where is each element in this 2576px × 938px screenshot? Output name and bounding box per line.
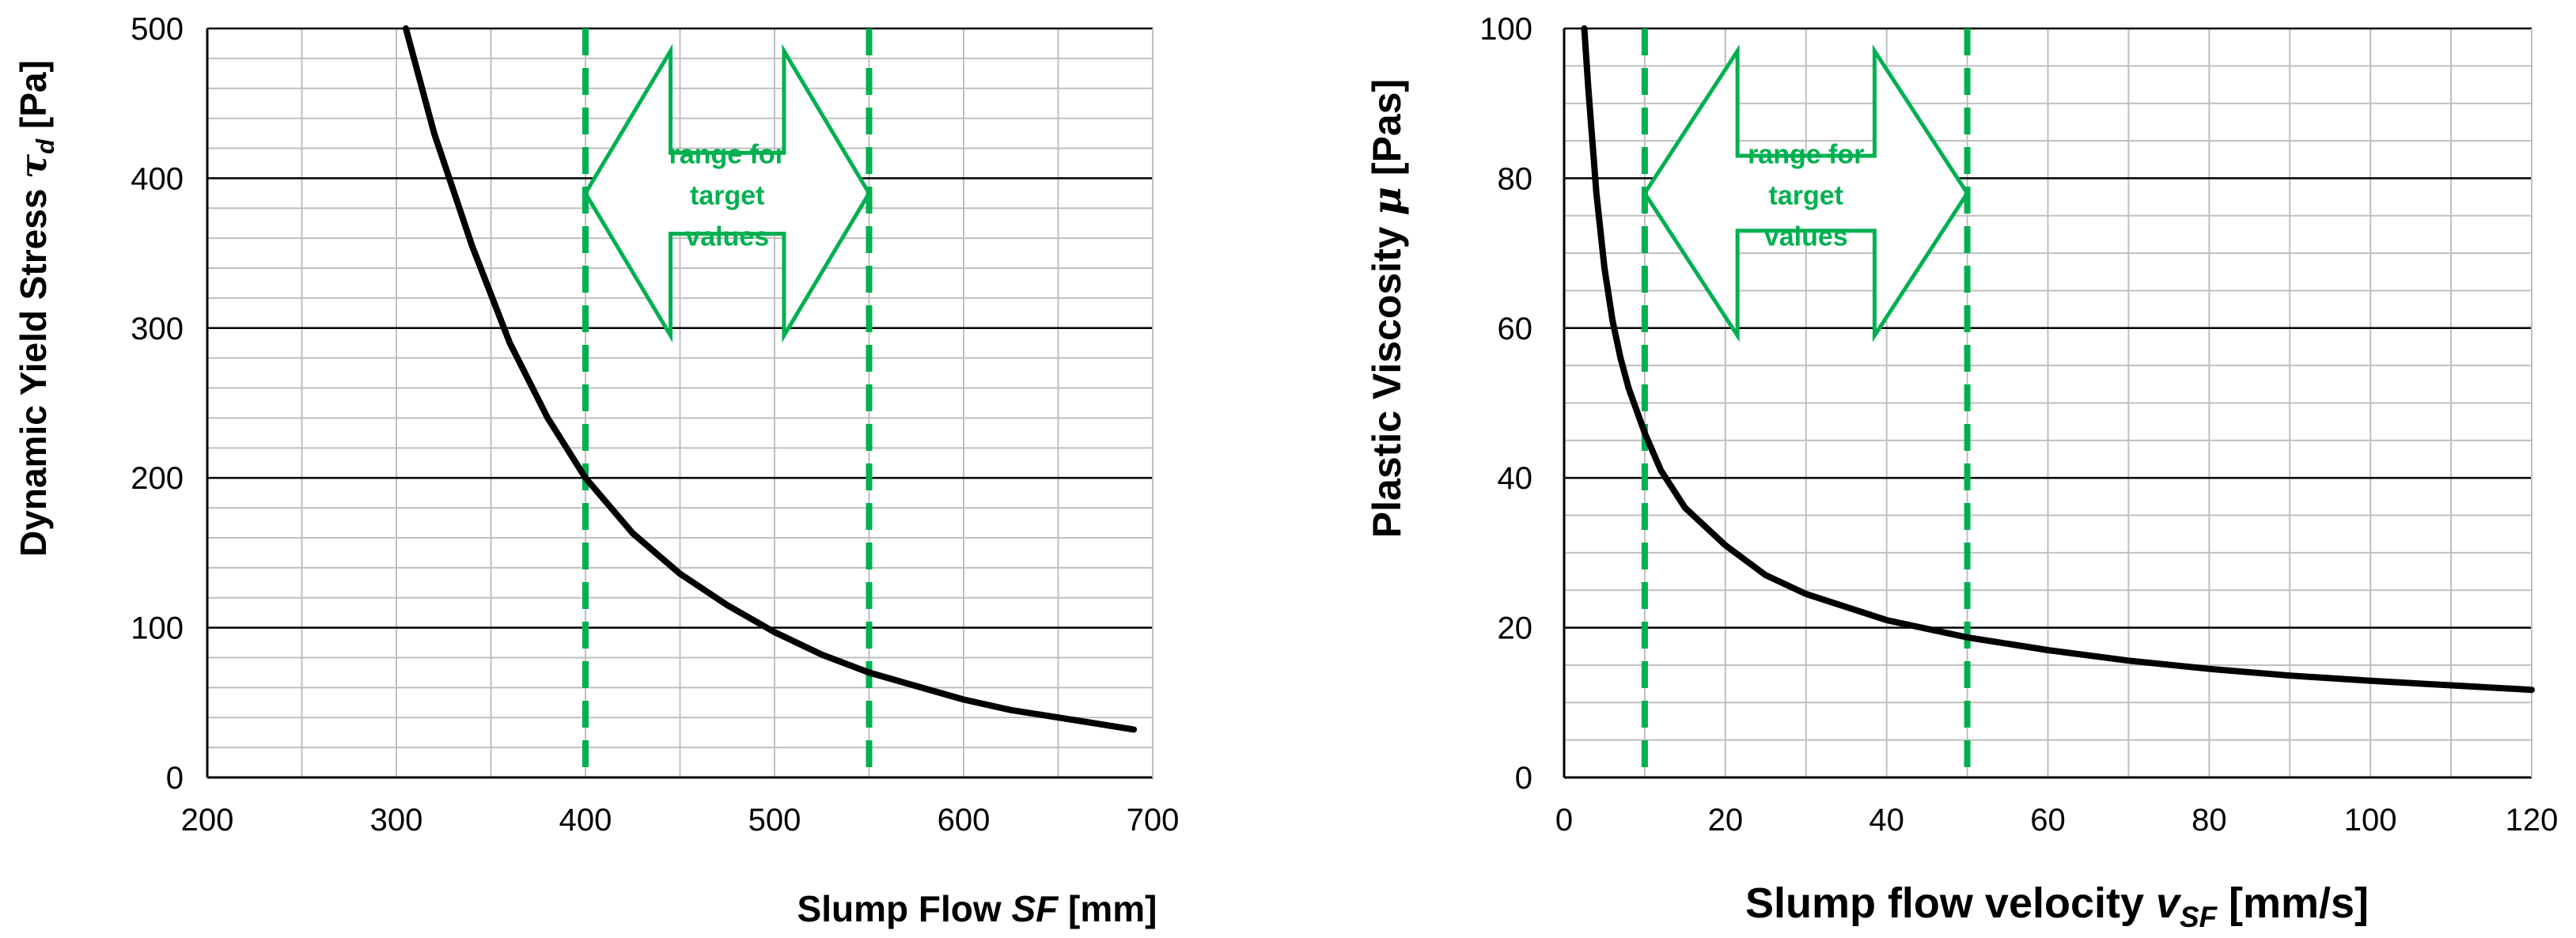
arrow-label-line: target [1769,180,1843,210]
y-tick-label: 20 [1498,611,1533,646]
arrow-label-line: values [1764,221,1848,252]
y-tick-label: 40 [1498,461,1533,496]
y-axis-label: Plastic Viscosity μ [Pas] [1363,79,1410,538]
y-tick-label: 400 [131,161,184,196]
y-axis-label: Dynamic Yield Stress τd [Pa] [12,60,59,557]
x-tick-label: 500 [748,803,801,838]
y-tick-label: 80 [1498,161,1533,196]
x-tick-label: 600 [938,803,991,838]
x-tick-label: 200 [181,803,234,838]
y-tick-label: 0 [1515,761,1532,796]
x-tick-label: 40 [1869,803,1904,838]
series-line [403,25,1138,733]
x-tick-label: 700 [1127,803,1180,838]
chart-right: 0 20 40 60 80 100 120 0 20 40 60 80 100 range for targ… [1363,12,2558,933]
x-tick-label: 400 [559,803,612,838]
chart-left: 200 300 400 500 600 700 0 100 200 300 400 500 range … [12,12,1179,929]
x-tick-label: 60 [2030,803,2066,838]
x-tick-label: 120 [2506,803,2559,838]
y-tick-label: 100 [131,611,184,646]
y-tick-label: 0 [166,761,184,796]
y-tick-label: 100 [1479,12,1532,47]
arrow-label-line: values [685,221,769,252]
arrow-label-line: range for [1748,139,1864,169]
x-tick-label: 100 [2344,803,2397,838]
arrow-label-line: range for [669,139,786,169]
x-tick-label: 0 [1555,803,1573,838]
y-tick-label: 500 [131,12,184,47]
x-tick-label: 300 [370,803,423,838]
x-tick-label: 20 [1708,803,1744,838]
arrow-label-line: target [690,180,764,210]
y-tick-label: 60 [1498,312,1533,346]
y-tick-label: 200 [131,461,184,496]
y-tick-label: 300 [131,312,184,346]
x-tick-label: 80 [2191,803,2227,838]
x-axis-label: Slump flow velocity vSF [mm/s] [1745,879,2369,933]
x-axis-label: Slump Flow SF [mm] [797,888,1157,929]
series-line [1581,25,2535,694]
